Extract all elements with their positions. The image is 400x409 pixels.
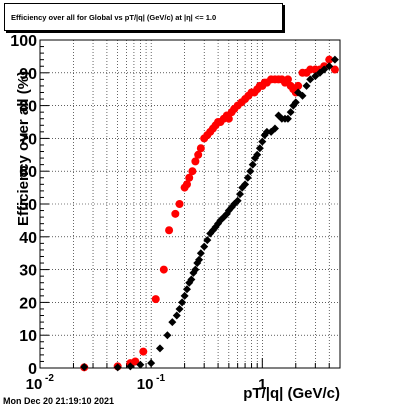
data-point-black: [182, 285, 191, 294]
x-axis-label: pT/|q| (GeV/c): [243, 385, 340, 402]
y-tick-label: 40: [19, 230, 37, 247]
data-point-black: [175, 304, 184, 313]
y-tick-label: 60: [19, 164, 37, 181]
data-point-black: [178, 298, 187, 307]
data-point-black: [270, 124, 279, 133]
data-point-red: [159, 265, 168, 274]
data-point-black: [168, 318, 177, 327]
data-point-black: [113, 363, 122, 372]
data-point-black: [330, 55, 339, 64]
data-point-red: [330, 65, 339, 74]
y-tick-label: 80: [19, 99, 37, 116]
data-point-black: [195, 255, 204, 264]
y-tick-label: 70: [19, 131, 37, 148]
data-point-black: [243, 173, 252, 182]
data-point-black: [136, 360, 145, 369]
data-point-black: [203, 236, 212, 245]
data-point-black: [286, 108, 295, 117]
data-point-black: [200, 242, 209, 251]
data-point-black: [196, 249, 205, 258]
x-tick-label: 10: [26, 376, 43, 393]
y-tick-label: 20: [19, 295, 37, 312]
footer-timestamp: Mon Dec 20 21:19:10 2021: [3, 396, 115, 406]
data-point-black: [80, 363, 89, 372]
data-point-black: [155, 344, 164, 353]
chart-title: Efficiency over all for Global vs pT/|q|…: [11, 13, 217, 22]
data-point-red: [131, 357, 140, 366]
data-point-black: [233, 196, 242, 205]
y-tick-label: 100: [10, 33, 37, 50]
y-tick-label: 30: [19, 263, 37, 280]
data-point-black: [262, 127, 271, 136]
data-point-black: [306, 75, 315, 84]
data-point-red: [325, 55, 334, 64]
x-tick-label-exponent: -2: [45, 373, 54, 384]
data-point-red: [185, 173, 194, 182]
data-point-black: [246, 167, 255, 176]
data-point-black: [172, 311, 181, 320]
data-point-black: [236, 190, 245, 199]
data-point-black: [302, 81, 311, 90]
y-axis-label: Efficiency over all (%): [15, 70, 32, 226]
data-point-red: [151, 295, 160, 304]
data-point-black: [325, 62, 334, 71]
data-point-black: [241, 180, 250, 189]
data-point-black: [248, 160, 257, 169]
data-point-red: [182, 180, 191, 189]
data-point-black: [298, 91, 307, 100]
data-point-black: [320, 65, 329, 74]
data-point-red: [191, 157, 200, 166]
data-point-black: [291, 98, 300, 107]
data-point-black: [147, 359, 156, 368]
data-point-black: [253, 150, 262, 159]
y-tick-label: 50: [19, 197, 37, 214]
y-tick-label: 10: [19, 328, 37, 345]
x-tick-label-exponent: -1: [156, 373, 165, 384]
data-point-black: [180, 291, 189, 300]
data-point-red: [175, 200, 184, 208]
data-point-layer: [80, 55, 339, 372]
data-point-red: [224, 114, 233, 123]
data-point-red: [196, 144, 205, 153]
data-point-black: [126, 362, 135, 371]
data-point-red: [194, 150, 203, 159]
data-point-black: [255, 144, 264, 153]
data-point-black: [258, 137, 267, 146]
y-tick-label: 90: [19, 66, 37, 83]
x-tick-label: 1: [258, 376, 266, 393]
data-point-black: [163, 331, 172, 340]
data-point-red: [139, 347, 148, 356]
title-box: Efficiency over all for Global vs pT/|q|…: [4, 3, 283, 31]
data-point-red: [294, 81, 303, 90]
data-point-red: [188, 167, 197, 176]
x-tick-label: 10: [137, 376, 154, 393]
data-point-red: [171, 209, 180, 218]
data-point-black: [191, 265, 200, 274]
data-point-black: [283, 114, 292, 123]
data-point-red: [283, 75, 292, 84]
data-point-black: [187, 275, 196, 284]
y-tick-label: 0: [28, 361, 37, 378]
data-point-red: [165, 226, 174, 235]
